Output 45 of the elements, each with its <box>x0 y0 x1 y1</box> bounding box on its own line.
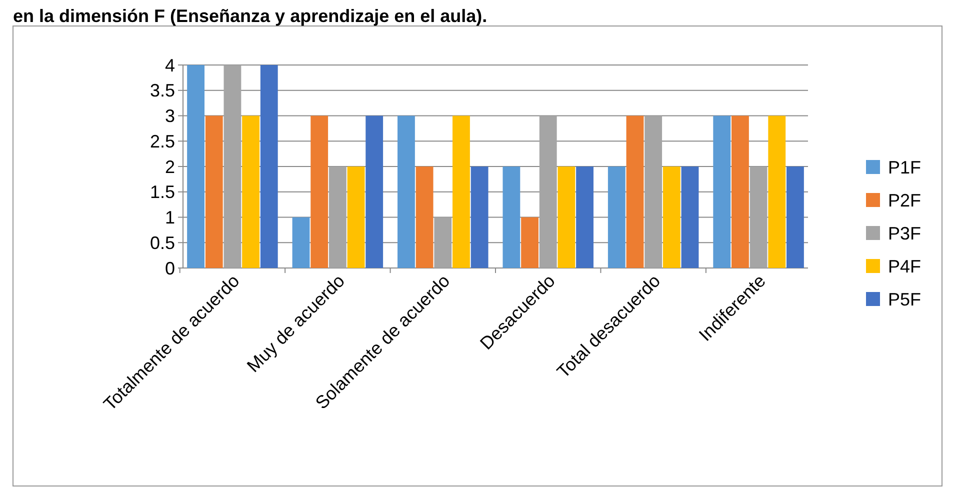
bar <box>366 116 384 268</box>
bar <box>539 116 557 268</box>
legend-label: P3F <box>888 223 922 244</box>
legend-label: P4F <box>888 256 922 276</box>
y-tick-label: 3 <box>164 106 175 126</box>
bar <box>470 166 488 268</box>
y-tick-label: 4 <box>164 55 175 76</box>
bar <box>558 166 576 268</box>
y-tick-label: 0 <box>164 258 175 278</box>
bar <box>750 166 768 268</box>
bar <box>434 217 452 268</box>
bar <box>732 116 749 268</box>
bar <box>416 166 434 268</box>
bar <box>452 116 470 268</box>
bar <box>786 166 804 268</box>
bar <box>576 166 594 268</box>
y-tick-label: 2.5 <box>150 131 175 152</box>
bar <box>292 217 310 268</box>
y-tick-label: 2 <box>164 156 175 177</box>
bar <box>205 116 223 268</box>
bar <box>768 116 786 268</box>
bar <box>502 166 520 268</box>
bar <box>242 116 260 268</box>
chart-title: en la dimensión F (Enseñanza y aprendizaje en el aula). <box>13 6 488 26</box>
bar <box>260 65 278 268</box>
bar <box>328 166 346 268</box>
legend-label: P1F <box>888 157 922 178</box>
y-tick-label: 0.5 <box>150 232 175 253</box>
bar <box>224 65 242 268</box>
bar <box>626 116 644 268</box>
bar <box>310 116 328 268</box>
bar <box>644 116 662 268</box>
bar <box>681 166 699 268</box>
legend-label: P5F <box>888 289 922 310</box>
bar <box>187 65 204 268</box>
bar <box>521 217 538 268</box>
bar <box>398 116 415 268</box>
bar <box>608 166 626 268</box>
y-tick-label: 3.5 <box>150 80 175 101</box>
bar <box>662 166 680 268</box>
y-tick-label: 1.5 <box>150 182 175 202</box>
bar <box>347 166 365 268</box>
legend-label: P2F <box>888 190 922 210</box>
y-tick-label: 1 <box>164 208 175 228</box>
bar <box>713 116 731 268</box>
